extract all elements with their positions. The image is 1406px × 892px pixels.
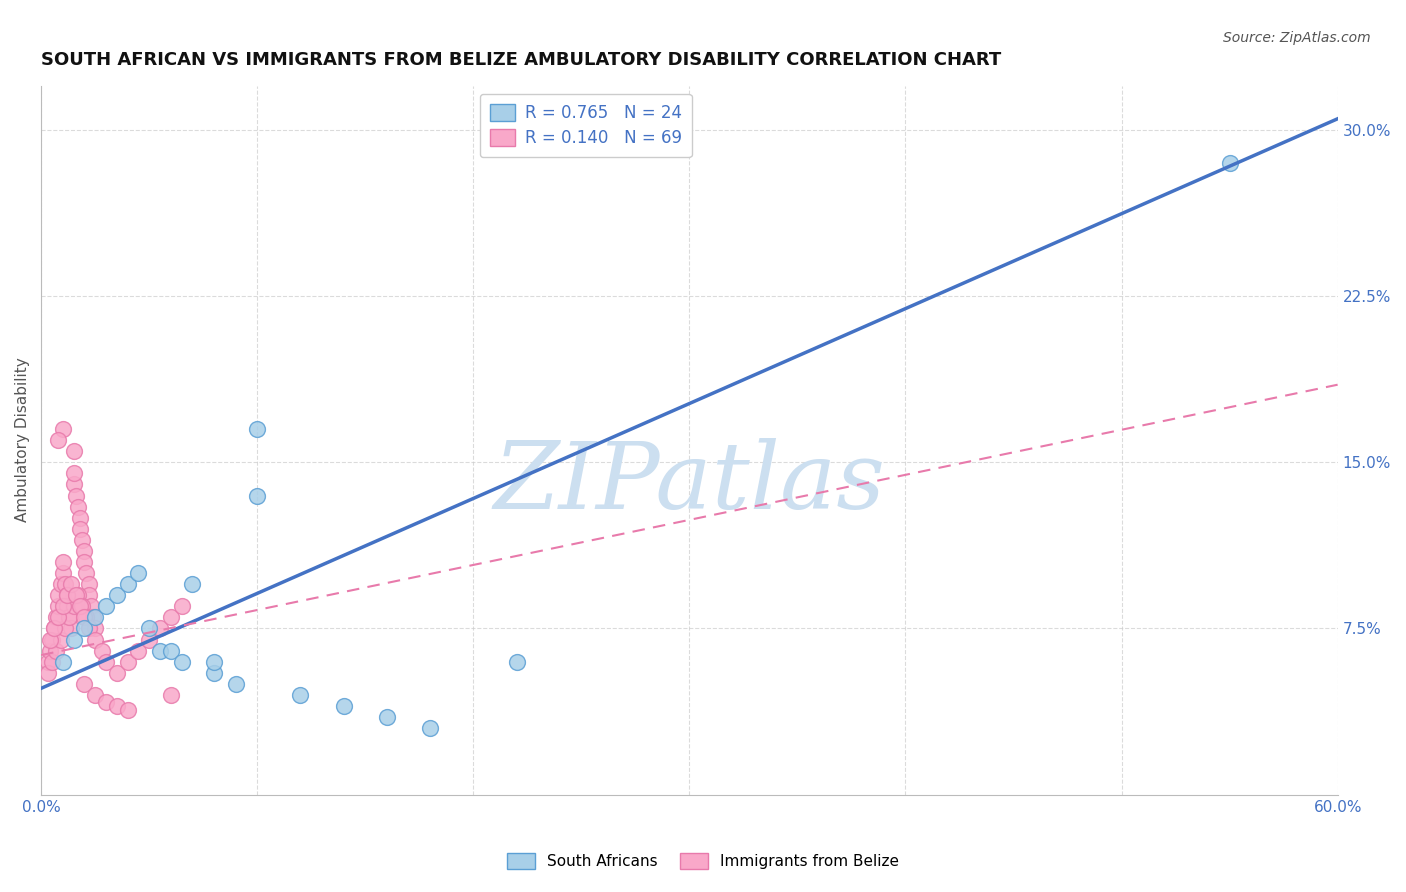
- Point: [52, 422, 75, 436]
- Point: [38, 632, 60, 647]
- Point: [202, 655, 225, 669]
- Legend: South Africans, Immigrants from Belize: South Africans, Immigrants from Belize: [501, 847, 905, 875]
- Point: [52, 655, 75, 669]
- Point: [38, 643, 60, 657]
- Point: [170, 655, 193, 669]
- Point: [94, 655, 117, 669]
- Point: [62, 477, 84, 491]
- Text: ZIPatlas: ZIPatlas: [494, 438, 886, 528]
- Point: [202, 665, 225, 680]
- Point: [65, 489, 87, 503]
- Point: [73, 610, 96, 624]
- Point: [62, 632, 84, 647]
- Point: [49, 577, 72, 591]
- Point: [73, 555, 96, 569]
- Point: [62, 467, 84, 481]
- Point: [52, 566, 75, 580]
- Point: [37, 655, 59, 669]
- Point: [105, 699, 128, 714]
- Point: [45, 610, 67, 624]
- Point: [48, 433, 70, 447]
- Text: SOUTH AFRICAN VS IMMIGRANTS FROM BELIZE AMBULATORY DISABILITY CORRELATION CHART: SOUTH AFRICAN VS IMMIGRANTS FROM BELIZE …: [41, 51, 1001, 69]
- Point: [58, 610, 80, 624]
- Point: [246, 422, 269, 436]
- Point: [84, 610, 107, 624]
- Point: [290, 688, 312, 702]
- Point: [84, 632, 107, 647]
- Point: [49, 632, 72, 647]
- Point: [66, 500, 89, 514]
- Point: [90, 643, 112, 657]
- Point: [77, 622, 100, 636]
- Point: [77, 588, 100, 602]
- Point: [65, 588, 87, 602]
- Point: [48, 599, 70, 614]
- Point: [45, 643, 67, 657]
- Point: [77, 577, 100, 591]
- Point: [69, 510, 91, 524]
- Point: [332, 699, 354, 714]
- Point: [76, 566, 98, 580]
- Point: [225, 677, 247, 691]
- Point: [42, 622, 65, 636]
- Point: [94, 599, 117, 614]
- Point: [84, 688, 107, 702]
- Point: [419, 721, 441, 735]
- Y-axis label: Ambulatory Disability: Ambulatory Disability: [15, 358, 30, 523]
- Point: [127, 643, 149, 657]
- Point: [73, 677, 96, 691]
- Point: [53, 622, 76, 636]
- Point: [1219, 156, 1241, 170]
- Point: [505, 655, 527, 669]
- Point: [60, 577, 83, 591]
- Point: [84, 622, 107, 636]
- Point: [42, 622, 65, 636]
- Point: [170, 599, 193, 614]
- Point: [76, 610, 98, 624]
- Point: [246, 489, 269, 503]
- Point: [69, 599, 91, 614]
- Point: [80, 599, 103, 614]
- Text: Source: ZipAtlas.com: Source: ZipAtlas.com: [1223, 31, 1371, 45]
- Point: [52, 599, 75, 614]
- Point: [48, 610, 70, 624]
- Point: [181, 577, 204, 591]
- Point: [138, 622, 160, 636]
- Point: [52, 555, 75, 569]
- Point: [94, 695, 117, 709]
- Point: [48, 588, 70, 602]
- Point: [62, 444, 84, 458]
- Point: [117, 704, 139, 718]
- Point: [73, 622, 96, 636]
- Point: [56, 588, 79, 602]
- Point: [69, 522, 91, 536]
- Point: [70, 599, 93, 614]
- Point: [159, 610, 181, 624]
- Point: [37, 665, 59, 680]
- Point: [149, 622, 172, 636]
- Point: [375, 710, 398, 724]
- Point: [149, 643, 172, 657]
- Point: [105, 588, 128, 602]
- Point: [41, 655, 63, 669]
- Point: [60, 622, 83, 636]
- Point: [62, 599, 84, 614]
- Point: [70, 533, 93, 547]
- Point: [56, 599, 79, 614]
- Point: [159, 688, 181, 702]
- Point: [56, 588, 79, 602]
- Point: [41, 632, 63, 647]
- Point: [159, 643, 181, 657]
- Point: [117, 577, 139, 591]
- Point: [53, 577, 76, 591]
- Point: [105, 665, 128, 680]
- Point: [82, 610, 104, 624]
- Point: [127, 566, 149, 580]
- Point: [117, 655, 139, 669]
- Point: [73, 544, 96, 558]
- Legend: R = 0.765   N = 24, R = 0.140   N = 69: R = 0.765 N = 24, R = 0.140 N = 69: [479, 94, 692, 157]
- Point: [66, 588, 89, 602]
- Point: [138, 632, 160, 647]
- Point: [58, 610, 80, 624]
